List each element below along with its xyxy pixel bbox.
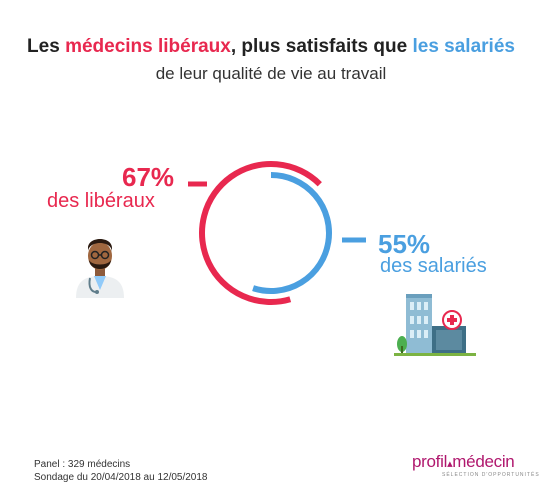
title-liberal: médecins libéraux — [65, 36, 231, 57]
doctor-icon — [76, 239, 124, 298]
chart-subtitle: de leur qualité de vie au travail — [155, 64, 387, 83]
ring-liberal — [199, 161, 322, 305]
survey-dates: Sondage du 20/04/2018 au 12/05/2018 — [34, 472, 208, 483]
liberal-percent-label: 67% — [122, 162, 175, 192]
chart-title: Les médecins libéraux, plus satisfaits q… — [0, 36, 542, 58]
title-part2: , plus satisfaits que — [230, 36, 413, 57]
title-salaried: les salariés — [412, 36, 515, 57]
ring-group — [188, 161, 366, 305]
profil-medecin-logo: profil▴médecin SÉLECTION D'OPPORTUNITÉS — [412, 452, 540, 478]
logo-wordmark: profil▴médecin — [412, 452, 515, 471]
salaried-text-label: des salariés — [380, 255, 487, 277]
liberal-text-label: des libéraux — [47, 190, 155, 212]
logo-tagline: SÉLECTION D'OPPORTUNITÉS — [442, 472, 540, 478]
salaried-percent-label: 55% — [378, 229, 431, 259]
panel-note: Panel : 329 médecins — [34, 459, 131, 470]
hospital-icon — [394, 294, 476, 356]
title-part1: Les — [27, 36, 66, 57]
ring-salaried — [252, 172, 332, 294]
footer: Panel : 329 médecins Sondage du 20/04/20… — [34, 458, 208, 484]
